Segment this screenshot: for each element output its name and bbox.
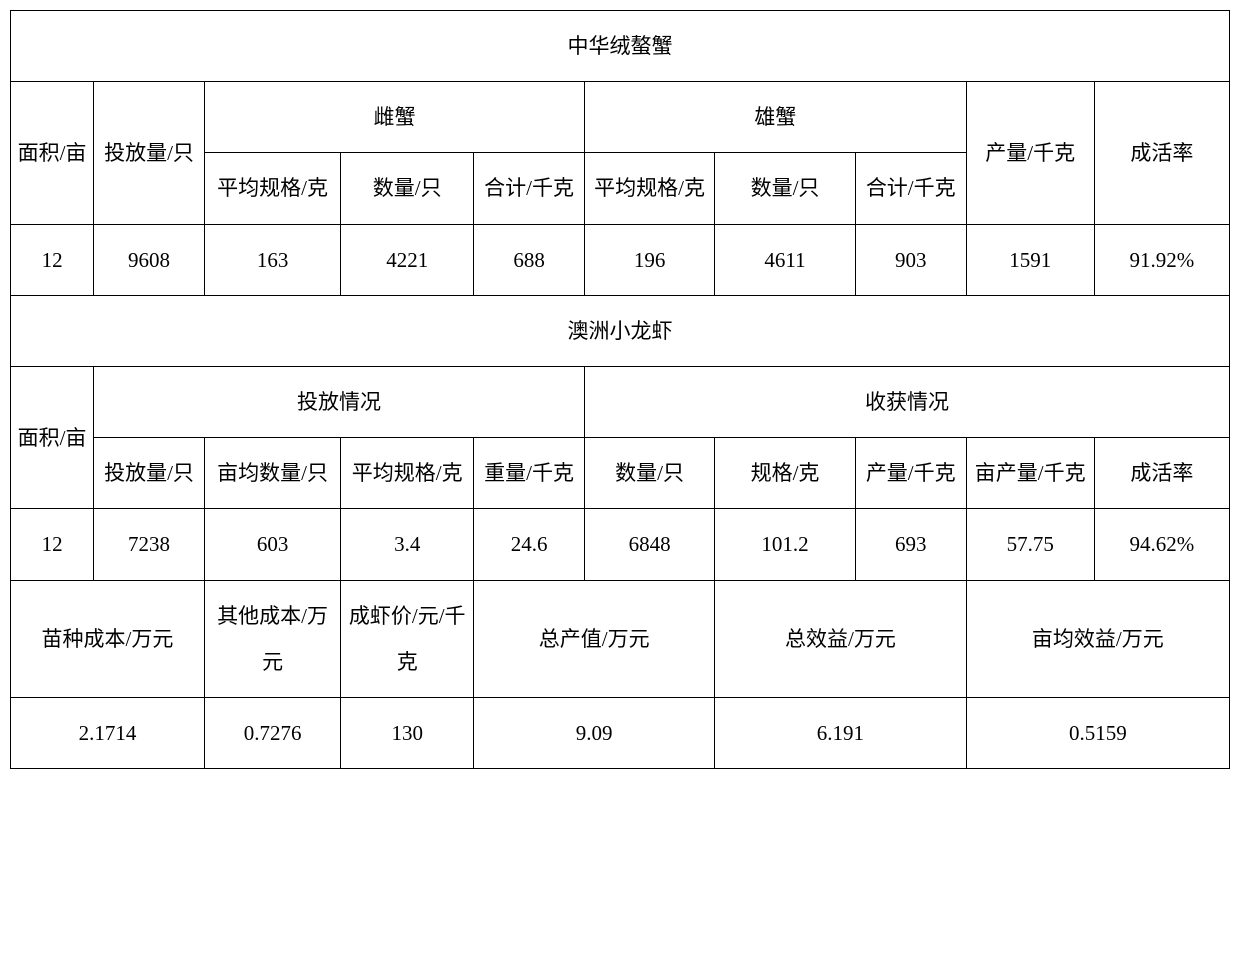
section2-header-row2: 投放量/只 亩均数量/只 平均规格/克 重量/千克 数量/只 规格/克 产量/千… [11, 438, 1230, 509]
header2-per-mu-yield: 亩产量/千克 [966, 438, 1094, 509]
cell2-harvest-yield: 693 [855, 509, 966, 580]
section1-title: 中华绒螯蟹 [11, 11, 1230, 82]
header2-harvest-qty: 数量/只 [584, 438, 714, 509]
header3-shrimp-price: 成虾价/元/千克 [341, 580, 474, 697]
header2-stocking-qty: 投放量/只 [94, 438, 205, 509]
cell3-shrimp-price: 130 [341, 697, 474, 768]
cell-male-total: 903 [855, 224, 966, 295]
cell-female-total: 688 [474, 224, 585, 295]
section2-title: 澳洲小龙虾 [11, 295, 1230, 366]
section2-title-row: 澳洲小龙虾 [11, 295, 1230, 366]
header2-avg-spec: 平均规格/克 [341, 438, 474, 509]
cell3-total-benefit: 6.191 [715, 697, 966, 768]
header2-weight: 重量/千克 [474, 438, 585, 509]
header2-harvest-situation: 收获情况 [584, 366, 1229, 437]
section1-header-row1: 面积/亩 投放量/只 雌蟹 雄蟹 产量/千克 成活率 [11, 82, 1230, 153]
cell-area: 12 [11, 224, 94, 295]
cell3-total-value: 9.09 [474, 697, 715, 768]
header2-stocking-situation: 投放情况 [94, 366, 585, 437]
cell2-harvest-qty: 6848 [584, 509, 714, 580]
cell-yield: 1591 [966, 224, 1094, 295]
cell2-per-mu-yield: 57.75 [966, 509, 1094, 580]
header2-harvest-spec: 规格/克 [715, 438, 856, 509]
cell3-other-cost: 0.7276 [204, 697, 340, 768]
header3-other-cost: 其他成本/万元 [204, 580, 340, 697]
header2-survival: 成活率 [1094, 438, 1229, 509]
header-survival: 成活率 [1094, 82, 1229, 224]
header2-harvest-yield: 产量/千克 [855, 438, 966, 509]
section2-data-row: 12 7238 603 3.4 24.6 6848 101.2 693 57.7… [11, 509, 1230, 580]
section2-header-row1: 面积/亩 投放情况 收获情况 [11, 366, 1230, 437]
header-yield: 产量/千克 [966, 82, 1094, 224]
header-female-count: 数量/只 [341, 153, 474, 224]
cell2-survival: 94.62% [1094, 509, 1229, 580]
aquaculture-data-table: 中华绒螯蟹 面积/亩 投放量/只 雌蟹 雄蟹 产量/千克 成活率 平均规格/克 … [10, 10, 1230, 769]
section3-header-row: 苗种成本/万元 其他成本/万元 成虾价/元/千克 总产值/万元 总效益/万元 亩… [11, 580, 1230, 697]
cell2-per-mu-qty: 603 [204, 509, 340, 580]
cell2-harvest-spec: 101.2 [715, 509, 856, 580]
section3-data-row: 2.1714 0.7276 130 9.09 6.191 0.5159 [11, 697, 1230, 768]
header3-total-value: 总产值/万元 [474, 580, 715, 697]
header2-per-mu-qty: 亩均数量/只 [204, 438, 340, 509]
cell2-avg-spec: 3.4 [341, 509, 474, 580]
header2-area: 面积/亩 [11, 366, 94, 508]
cell-female-avg-spec: 163 [204, 224, 340, 295]
header-female-total: 合计/千克 [474, 153, 585, 224]
header-stocking: 投放量/只 [94, 82, 205, 224]
header-area: 面积/亩 [11, 82, 94, 224]
header3-total-benefit: 总效益/万元 [715, 580, 966, 697]
cell-male-count: 4611 [715, 224, 856, 295]
cell2-area: 12 [11, 509, 94, 580]
cell-stocking: 9608 [94, 224, 205, 295]
cell3-per-mu-benefit: 0.5159 [966, 697, 1229, 768]
cell2-stocking-qty: 7238 [94, 509, 205, 580]
cell2-weight: 24.6 [474, 509, 585, 580]
header-male-crab: 雄蟹 [584, 82, 966, 153]
header-male-avg-spec: 平均规格/克 [584, 153, 714, 224]
header-female-avg-spec: 平均规格/克 [204, 153, 340, 224]
section1-data-row: 12 9608 163 4221 688 196 4611 903 1591 9… [11, 224, 1230, 295]
header3-per-mu-benefit: 亩均效益/万元 [966, 580, 1229, 697]
header-male-count: 数量/只 [715, 153, 856, 224]
cell-survival: 91.92% [1094, 224, 1229, 295]
cell-female-count: 4221 [341, 224, 474, 295]
header-male-total: 合计/千克 [855, 153, 966, 224]
section1-title-row: 中华绒螯蟹 [11, 11, 1230, 82]
cell-male-avg-spec: 196 [584, 224, 714, 295]
header-female-crab: 雌蟹 [204, 82, 584, 153]
header3-seed-cost: 苗种成本/万元 [11, 580, 205, 697]
cell3-seed-cost: 2.1714 [11, 697, 205, 768]
